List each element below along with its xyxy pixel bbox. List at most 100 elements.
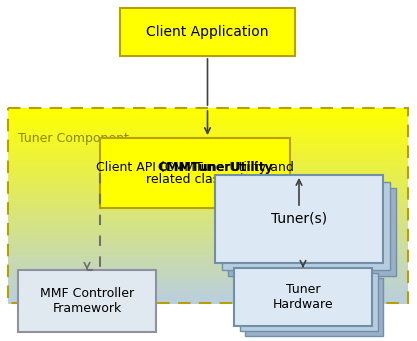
Bar xyxy=(8,199,408,201)
Bar xyxy=(8,131,408,133)
Bar xyxy=(228,188,396,276)
Bar xyxy=(8,141,408,143)
Bar xyxy=(8,268,408,269)
Bar xyxy=(8,236,408,237)
Bar xyxy=(8,276,408,277)
Bar xyxy=(8,137,408,139)
Bar xyxy=(8,168,408,170)
Bar xyxy=(8,258,408,260)
Bar xyxy=(8,271,408,272)
Bar xyxy=(8,133,408,135)
Bar xyxy=(8,134,408,136)
Bar xyxy=(8,248,408,250)
Bar xyxy=(8,165,408,167)
Bar xyxy=(8,290,408,292)
Bar xyxy=(8,160,408,161)
Bar xyxy=(8,241,408,242)
Bar xyxy=(8,247,408,248)
Bar xyxy=(8,273,408,274)
Bar xyxy=(8,190,408,191)
Bar xyxy=(8,203,408,204)
Bar xyxy=(8,116,408,117)
Bar xyxy=(8,184,408,186)
Bar xyxy=(8,246,408,247)
Bar xyxy=(8,253,408,255)
Bar xyxy=(8,169,408,171)
Bar xyxy=(8,254,408,256)
Bar xyxy=(8,125,408,127)
Bar xyxy=(8,283,408,285)
Bar xyxy=(8,195,408,196)
Bar xyxy=(234,268,372,326)
Bar xyxy=(8,287,408,289)
Bar xyxy=(8,221,408,223)
Bar xyxy=(8,164,408,165)
Bar xyxy=(8,231,408,232)
Bar xyxy=(8,154,408,155)
Bar xyxy=(8,262,408,264)
Bar xyxy=(8,117,408,118)
Bar xyxy=(8,250,408,252)
Bar xyxy=(8,181,408,182)
Bar xyxy=(8,188,408,189)
Bar xyxy=(8,185,408,187)
Bar xyxy=(8,293,408,295)
Bar xyxy=(8,210,408,212)
Bar xyxy=(120,8,295,56)
Bar xyxy=(8,183,408,184)
Bar xyxy=(8,113,408,114)
Bar xyxy=(8,269,408,270)
Bar xyxy=(245,278,383,336)
Bar xyxy=(8,111,408,113)
Text: Tuner Component: Tuner Component xyxy=(18,132,129,145)
Bar xyxy=(8,149,408,150)
Bar xyxy=(8,172,408,173)
Bar xyxy=(8,256,408,258)
Text: Client Application: Client Application xyxy=(146,25,269,39)
Bar xyxy=(8,207,408,209)
Bar xyxy=(8,175,408,177)
Bar xyxy=(8,155,408,156)
Bar xyxy=(8,144,408,146)
Bar xyxy=(8,265,408,266)
Bar xyxy=(8,170,408,172)
Bar xyxy=(8,174,408,176)
Bar xyxy=(8,110,408,112)
Bar xyxy=(8,226,408,227)
Bar xyxy=(8,192,408,193)
Bar xyxy=(8,187,408,189)
Bar xyxy=(8,124,408,126)
Bar xyxy=(8,123,408,125)
Bar xyxy=(8,158,408,159)
Bar xyxy=(8,142,408,144)
Bar xyxy=(8,196,408,197)
Bar xyxy=(8,138,408,140)
Bar xyxy=(8,264,408,266)
Bar xyxy=(8,209,408,211)
Bar xyxy=(8,220,408,222)
Bar xyxy=(8,112,408,113)
Bar xyxy=(8,212,408,214)
Text: Tuner
Hardware: Tuner Hardware xyxy=(273,283,333,311)
Bar xyxy=(8,234,408,235)
Bar xyxy=(8,173,408,175)
Bar xyxy=(8,216,408,218)
Bar xyxy=(8,199,408,200)
Bar xyxy=(8,140,408,142)
Bar xyxy=(8,215,408,217)
Bar xyxy=(8,143,408,145)
Bar xyxy=(8,147,408,148)
Bar xyxy=(8,191,408,192)
Bar xyxy=(8,150,408,151)
Bar xyxy=(8,251,408,253)
Bar xyxy=(8,159,408,160)
Bar xyxy=(8,266,408,267)
Bar xyxy=(8,214,408,216)
Bar xyxy=(100,138,290,208)
Bar xyxy=(8,259,408,261)
Bar xyxy=(8,177,408,179)
Bar xyxy=(8,223,408,224)
Bar xyxy=(8,166,408,168)
Bar xyxy=(8,280,408,281)
Bar xyxy=(8,194,408,195)
